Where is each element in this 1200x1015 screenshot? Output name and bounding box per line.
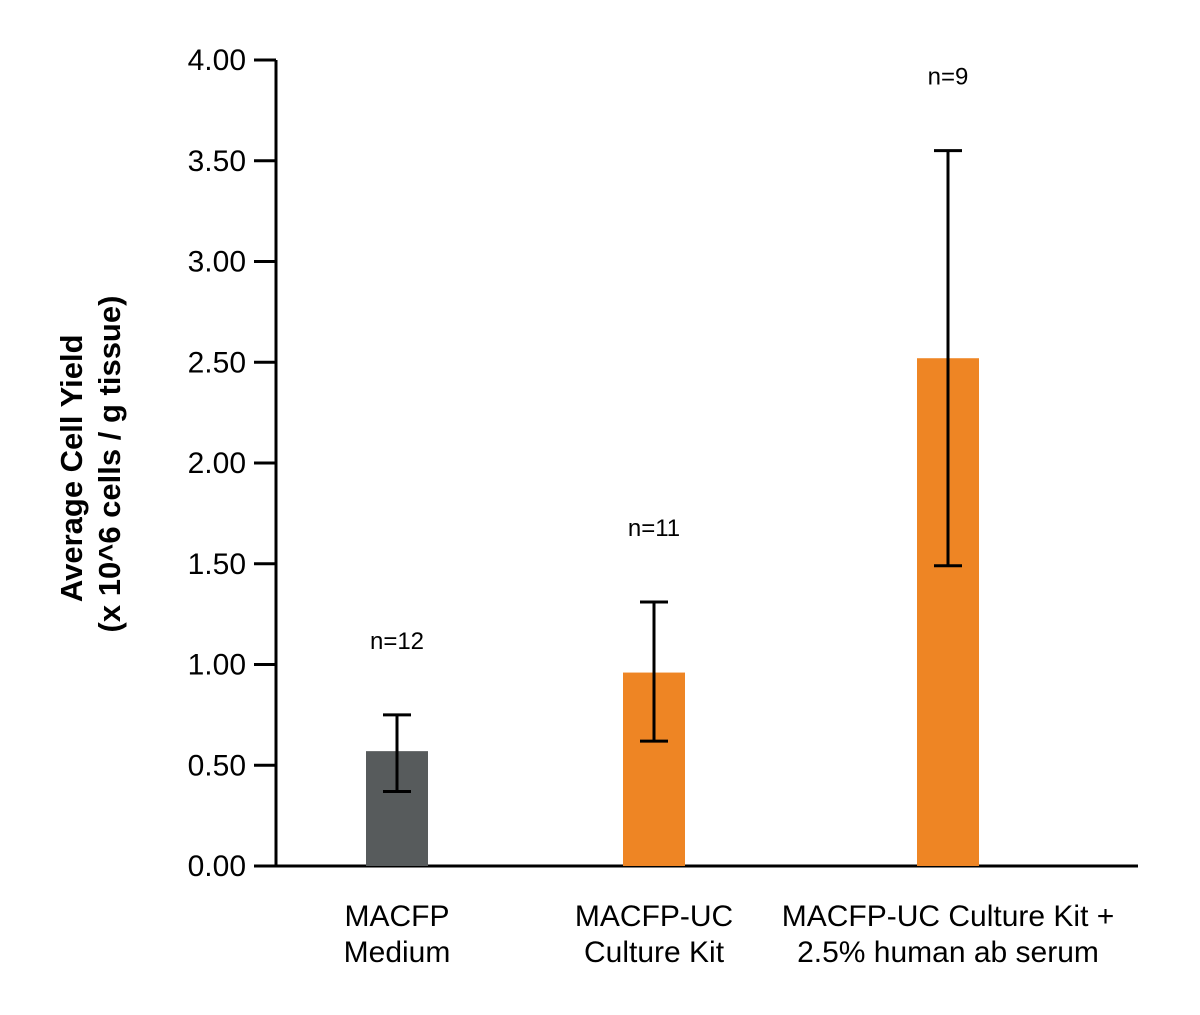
y-tick-label: 0.50 [188, 749, 246, 782]
sample-size-label: n=11 [628, 515, 680, 542]
y-axis-label: Average Cell Yield (x 10^6 cells / g tis… [54, 296, 127, 633]
y-tick-label: 3.00 [188, 246, 246, 279]
x-category-label-line: MACFP [345, 900, 450, 933]
x-category-label-line: MACFP-UC [575, 900, 733, 933]
x-category-label: MACFP-UC Culture Kit +2.5% human ab seru… [782, 900, 1115, 969]
sample-size-label: n=12 [370, 628, 424, 655]
y-tick-label: 1.00 [188, 649, 246, 682]
y-axis-label-line-2: (x 10^6 cells / g tissue) [92, 296, 127, 633]
y-tick-label: 2.50 [188, 346, 246, 379]
x-category-label: MACFP-UC Culture Kit [575, 900, 733, 969]
y-tick-label: 4.00 [188, 44, 246, 77]
y-axis-label-line-1: Average Cell Yield [54, 334, 89, 602]
x-category-label-line: 2.5% human ab serum [797, 936, 1099, 969]
plot-area: 0.00 0.50 1.00 1.50 2.00 2.50 3.00 3.50 4.00 n=12… [188, 44, 1138, 969]
x-category-label-line: Culture Kit [584, 936, 725, 969]
x-category-label-line: MACFP-UC Culture Kit + [782, 900, 1115, 933]
x-category-label: MACFP Medium [344, 900, 451, 969]
y-tick-label: 2.00 [188, 447, 246, 480]
y-tick-label: 0.00 [188, 850, 246, 883]
x-category-label-line: Medium [344, 936, 451, 969]
y-tick-label: 3.50 [188, 145, 246, 178]
sample-size-label: n=9 [928, 64, 969, 91]
y-tick-label: 1.50 [188, 548, 246, 581]
